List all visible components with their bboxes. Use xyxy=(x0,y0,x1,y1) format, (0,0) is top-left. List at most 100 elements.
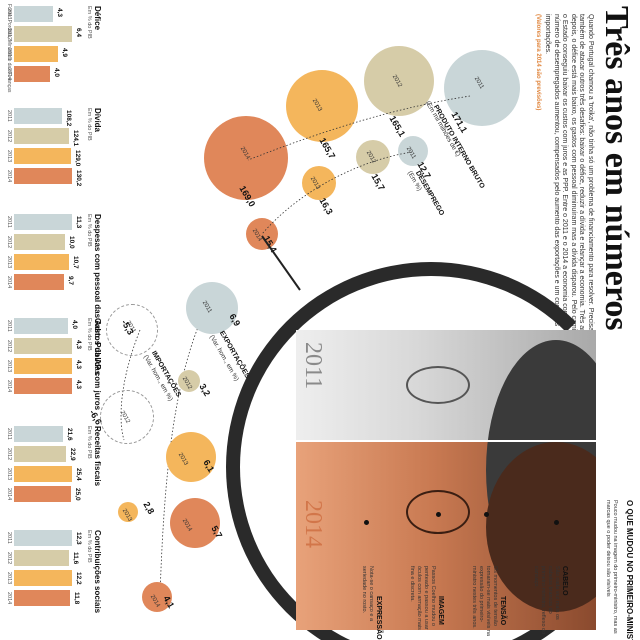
portrait-glasses-2011 xyxy=(406,366,470,404)
bar-value-1-3: 130,2 xyxy=(75,170,82,187)
bar-year-4-2: 2013 xyxy=(6,468,12,481)
note-expressao-text: Nota-se o cansaço e a seriedade no rosto… xyxy=(361,566,374,622)
pib-circle-2014 xyxy=(204,116,288,200)
bar-3-2011 xyxy=(14,318,68,334)
note-expressao-title: EXPRESSÃO xyxy=(375,596,382,640)
bar-value-4-1: 22,9 xyxy=(69,448,77,461)
bar-year-3-0: 2011 xyxy=(6,320,12,332)
bar-3-2014 xyxy=(14,378,72,394)
bar-value-5-1: 11,6 xyxy=(71,552,79,565)
bar-1-2012 xyxy=(14,128,70,144)
bar-chart-title-0: Défice xyxy=(93,6,102,31)
bar-4-2011 xyxy=(14,426,64,442)
bar-3-2013 xyxy=(14,358,72,374)
bar-value-2-1: 10,0 xyxy=(68,236,76,249)
bar-value-5-0: 12,3 xyxy=(75,532,82,545)
bar-2-2011 xyxy=(14,214,72,230)
bar-value-4-3: 25,0 xyxy=(74,488,82,501)
bar-value-3-3: 4,3 xyxy=(75,380,82,390)
exportacoes-circle-2014 xyxy=(170,498,220,548)
bar-value-4-2: 25,4 xyxy=(75,468,82,481)
bar-0-2014 xyxy=(14,66,51,82)
note-imagem-title: IMAGEM xyxy=(437,596,444,625)
portrait-heading: O QUE MUDOU NO PRIMEIRO-MINISTRO xyxy=(625,500,634,640)
importacoes-circle-2011 xyxy=(106,304,158,356)
bar-value-1-1: 124,1 xyxy=(72,130,80,147)
bar-0-2012 xyxy=(14,26,72,42)
bar-year-3-1: 2012 xyxy=(6,340,12,353)
bar-value-2-3: 9,7 xyxy=(66,276,74,286)
bar-value-2-0: 11,3 xyxy=(75,216,82,229)
bar-chart-subtitle-3: Em % do PIB xyxy=(86,318,92,351)
desemprego-circle-2014 xyxy=(246,218,278,250)
bar-chart-title-3: Gastos da AP com juros xyxy=(93,318,102,411)
note-cabelo-text: São cada vez mais os cabelos brancos do … xyxy=(533,566,560,635)
bar-year-5-1: 2012 xyxy=(6,552,12,565)
bar-value-5-3: 11,8 xyxy=(72,592,80,605)
importacoes-circle-2012 xyxy=(100,390,154,444)
portrait-glasses-2014 xyxy=(406,490,470,534)
exportacoes-circle-2013 xyxy=(166,432,216,482)
bar-1-2014 xyxy=(14,168,72,184)
bar-year-3-3: 2014 xyxy=(6,380,12,393)
bar-value-4-0: 21,6 xyxy=(66,428,74,441)
bar-chart-subtitle-2: Em % do PIB xyxy=(86,214,92,247)
bar-chart-subtitle-4: Em % do PIB xyxy=(86,426,92,459)
bar-chart-subtitle-1: Em % do PIB xyxy=(86,108,92,141)
exportacoes-circle-2011 xyxy=(186,282,238,334)
bar-chart-title-5: Contribuições sociais xyxy=(93,530,102,614)
annotation-dot-imagem xyxy=(436,512,441,517)
bar-value-3-0: 4,0 xyxy=(70,320,78,330)
bar-5-2012 xyxy=(14,550,69,566)
desemprego-circle-2011 xyxy=(398,136,428,166)
note-tensao-title: TENSÃO xyxy=(499,596,506,626)
bar-value-3-2: 4,3 xyxy=(75,360,82,370)
bar-5-2014 xyxy=(14,590,70,606)
bar-year-4-0: 2011 xyxy=(6,428,12,440)
bar-value-0-2: 4,9 xyxy=(61,48,69,58)
portrait-year-2011: 2011 xyxy=(300,342,326,390)
bar-year-1-2: 2013 xyxy=(6,150,12,163)
bar-3-2012 xyxy=(14,338,72,354)
bar-0-2011 xyxy=(14,6,53,22)
bar-chart-title-1: Dívida xyxy=(93,108,102,133)
bar-year-5-0: 2011 xyxy=(6,532,12,544)
bar-1-2013 xyxy=(14,148,72,164)
bar-4-2014 xyxy=(14,486,72,502)
annotation-dot-expressao xyxy=(364,520,369,525)
portrait-face xyxy=(296,330,596,630)
importacoes-circle-2013 xyxy=(118,502,138,522)
note-cabelo-title: CABELO xyxy=(561,566,568,596)
bar-chart-subtitle-5: Em % do PIB xyxy=(86,530,92,563)
bar-2-2013 xyxy=(14,254,69,270)
bar-value-0-3: 4,0 xyxy=(53,68,61,78)
desemprego-circle-2012 xyxy=(356,140,390,174)
bar-5-2013 xyxy=(14,570,72,586)
bar-year-2-2: 2013 xyxy=(6,256,12,269)
pib-circle-2011 xyxy=(444,50,520,126)
bar-value-0-0: 4,3 xyxy=(55,8,63,18)
bar-4-2013 xyxy=(14,466,72,482)
bar-value-0-1: 6,4 xyxy=(75,28,82,38)
portrait-divider xyxy=(296,440,596,442)
importacoes-circle-2014 xyxy=(142,582,172,612)
bar-year-1-0: 2011 xyxy=(6,110,12,122)
bar-year-2-0: 2011 xyxy=(6,216,12,228)
bar-2-2014 xyxy=(14,274,64,290)
annotation-dot-tensao xyxy=(484,512,489,517)
portrait-year-2014: 2014 xyxy=(300,500,326,548)
bar-0-2013 xyxy=(14,46,59,62)
bar-year-2-3: 2014 xyxy=(6,276,12,289)
bar-value-1-2: 129,0 xyxy=(74,150,82,167)
pib-circle-2013 xyxy=(286,70,358,142)
bar-year-1-1: 2012 xyxy=(6,130,12,143)
pib-circle-2012 xyxy=(364,46,434,116)
bar-1-2011 xyxy=(14,108,63,124)
bar-value-2-2: 10,7 xyxy=(71,256,79,269)
bar-value-3-1: 4,3 xyxy=(75,340,82,350)
bar-year-4-1: 2012 xyxy=(6,448,12,461)
bar-2-2012 xyxy=(14,234,66,250)
bar-4-2012 xyxy=(14,446,67,462)
bar-year-5-3: 2014 xyxy=(6,592,12,605)
